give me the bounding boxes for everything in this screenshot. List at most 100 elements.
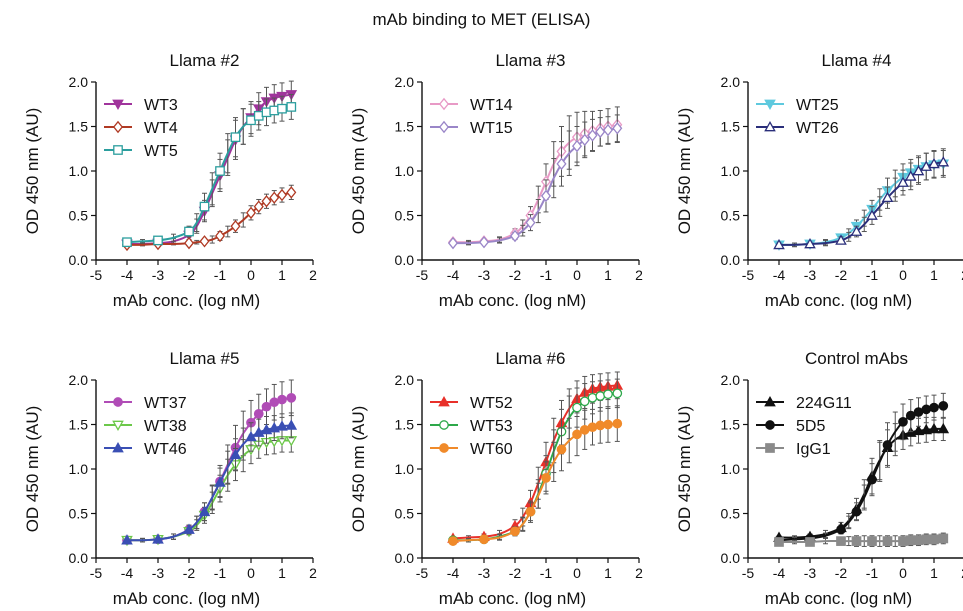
y-axis-label: OD 450 nm (AU): [675, 108, 694, 235]
x-tick-label: 1: [604, 565, 612, 581]
data-point: [612, 122, 623, 135]
y-tick-label: 1.0: [395, 163, 415, 179]
data-point: [230, 219, 241, 233]
x-tick-label: 0: [573, 565, 581, 581]
data-point: [479, 534, 489, 545]
panel-llama-6: Llama #6 -5 -4 -3 -2 -1 0 1 2 0.0 0.5 1.0 1.5 2.0 mAb …: [349, 349, 643, 608]
legend-marker: [113, 145, 123, 155]
data-point: [866, 209, 878, 220]
legend-label: WT53: [470, 418, 513, 435]
x-tick-label: -3: [152, 565, 165, 581]
legend-label: WT26: [796, 120, 839, 137]
series-igg1: [774, 532, 949, 547]
y-tick-label: 1.0: [395, 461, 415, 477]
data-point: [851, 536, 862, 546]
data-point: [579, 396, 590, 407]
panel-llama-2: Llama #2 -5 -4 -3 -2 -1 0 1 2 0.0 0.5 1.0 1.5 2.0 mAb …: [23, 51, 317, 310]
data-point: [122, 237, 132, 248]
series-wt46: [121, 412, 298, 545]
x-tick-label: -2: [183, 565, 196, 581]
x-tick-label: 0: [899, 267, 907, 283]
x-axis-label: mAb conc. (log nM): [765, 589, 912, 608]
x-tick-label: -5: [416, 267, 429, 283]
y-tick-label: 1.5: [395, 119, 415, 135]
data-point: [183, 236, 195, 250]
data-point: [268, 422, 281, 433]
y-tick-label: 0.0: [395, 252, 415, 268]
x-tick-label: -3: [152, 267, 165, 283]
y-axis-label: OD 450 nm (AU): [23, 108, 42, 235]
data-point: [230, 132, 241, 143]
panel-title: Llama #6: [496, 349, 566, 368]
x-tick-label: -3: [804, 267, 817, 283]
data-point: [525, 506, 536, 517]
data-point: [261, 195, 272, 208]
x-tick-label: -4: [447, 267, 460, 283]
data-point: [912, 424, 925, 436]
data-point: [835, 234, 847, 245]
legend-marker: [438, 395, 450, 407]
y-tick-label: 2.0: [721, 372, 741, 388]
x-tick-label: -1: [866, 267, 879, 283]
x-tick-label: -5: [416, 565, 429, 581]
data-point: [920, 423, 933, 435]
panel-title: Control mAbs: [805, 349, 908, 368]
x-tick-label: 1: [930, 267, 938, 283]
legend-marker: [764, 120, 776, 132]
legend-label: WT3: [144, 97, 178, 114]
x-tick-label: -3: [478, 267, 491, 283]
data-point: [447, 236, 459, 250]
data-point: [774, 537, 784, 547]
legend-marker: [113, 397, 123, 407]
panel-title: Llama #4: [822, 51, 892, 70]
y-tick-label: 0.5: [721, 208, 741, 224]
data-point: [805, 537, 815, 547]
data-point: [904, 170, 917, 181]
x-tick-label: -5: [742, 565, 755, 581]
legend-marker: [438, 120, 450, 134]
y-tick-label: 0.0: [69, 550, 89, 566]
legend-label: IgG1: [796, 441, 831, 458]
x-tick-label: -2: [835, 565, 848, 581]
data-point: [867, 474, 877, 485]
legend-label: 224G11: [796, 395, 852, 412]
data-point: [541, 473, 551, 483]
data-point: [277, 394, 287, 405]
data-point: [276, 188, 288, 202]
x-tick-label: -4: [121, 267, 134, 283]
figure-title: mAb binding to MET (ELISA): [372, 10, 591, 29]
series-224g11: [773, 416, 950, 542]
data-point: [286, 392, 297, 403]
data-point: [603, 419, 613, 430]
x-axis-label: mAb conc. (log nM): [439, 589, 586, 608]
y-axis-label: OD 450 nm (AU): [23, 406, 42, 533]
data-point: [286, 102, 297, 112]
y-tick-label: 1.5: [721, 417, 741, 433]
data-point: [152, 533, 164, 544]
data-point: [937, 422, 950, 434]
data-point: [587, 392, 598, 403]
data-point: [881, 191, 894, 203]
data-point: [229, 448, 242, 460]
data-point: [261, 401, 272, 412]
y-tick-label: 2.0: [395, 74, 415, 90]
data-point: [867, 536, 877, 546]
x-tick-label: -1: [214, 565, 227, 581]
data-point: [253, 200, 264, 213]
data-point: [587, 129, 598, 142]
data-point: [579, 133, 590, 147]
data-point: [510, 526, 520, 537]
data-point: [540, 189, 552, 203]
y-tick-label: 1.0: [721, 461, 741, 477]
y-tick-label: 0.0: [395, 550, 415, 566]
y-tick-label: 0.5: [395, 506, 415, 522]
legend-marker: [439, 420, 449, 430]
y-tick-label: 1.5: [395, 417, 415, 433]
x-tick-label: 2: [309, 565, 317, 581]
x-tick-label: -5: [90, 267, 103, 283]
x-tick-label: -1: [540, 565, 553, 581]
series-wt5: [122, 93, 297, 248]
data-point: [215, 166, 225, 176]
y-tick-label: 1.5: [721, 119, 741, 135]
